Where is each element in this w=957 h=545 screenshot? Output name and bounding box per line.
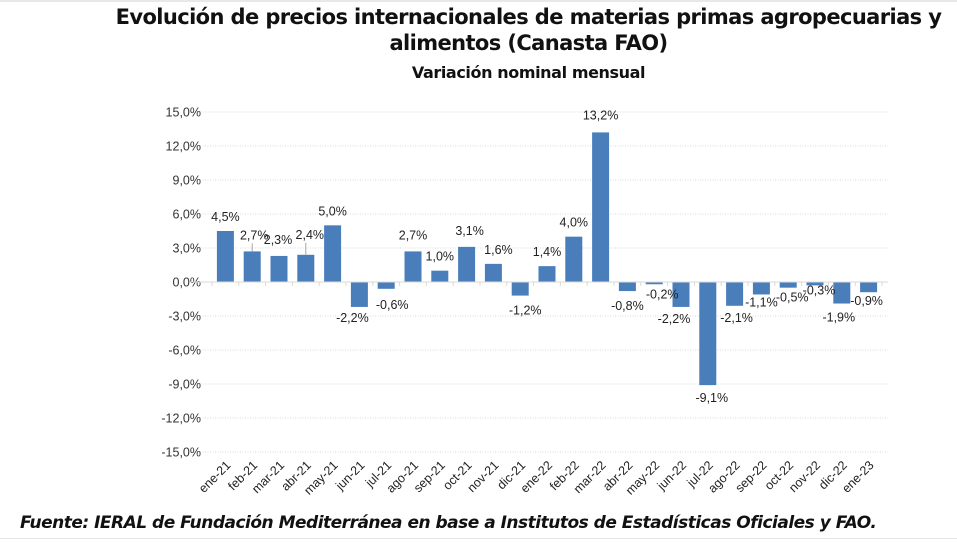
data-label: -2,2% bbox=[658, 312, 691, 326]
bar bbox=[860, 282, 878, 293]
data-label: -0,9% bbox=[850, 294, 883, 308]
data-label: -1,1% bbox=[745, 295, 778, 309]
data-label: -0,3% bbox=[803, 283, 836, 297]
data-labels: 4,5%2,7%2,3% 2,4%5,0%-2,2%-0,6%2,7%1,0%3,… bbox=[211, 108, 883, 405]
data-label: -2,1% bbox=[720, 311, 753, 325]
bar bbox=[645, 282, 663, 285]
bar bbox=[618, 282, 636, 292]
data-label: 1,0% bbox=[426, 250, 455, 264]
bar bbox=[431, 270, 449, 282]
bar bbox=[565, 236, 583, 282]
y-axis-ticks: 15,0% 12,0% 9,0% 6,0% 3,0% 0,0% -3,0% -6,0% -9,0… bbox=[161, 106, 201, 460]
bar bbox=[458, 246, 476, 282]
data-label: 2,3% bbox=[264, 233, 293, 247]
top-border bbox=[0, 0, 957, 2]
bar bbox=[511, 282, 529, 296]
bar bbox=[833, 282, 851, 304]
bar bbox=[699, 282, 717, 386]
bar bbox=[752, 282, 770, 295]
bar bbox=[216, 231, 234, 282]
bar bbox=[243, 251, 261, 282]
y-tick-label: 6,0% bbox=[173, 208, 202, 222]
y-tick-label: -3,0% bbox=[168, 310, 201, 324]
y-tick-label: 12,0% bbox=[166, 140, 201, 154]
data-label: -0,2% bbox=[646, 287, 679, 301]
data-label: -1,9% bbox=[822, 311, 855, 325]
x-tick-label: ene-21 bbox=[196, 458, 233, 495]
chart-title-line-1: Evolución de precios internacionales de … bbox=[115, 5, 942, 29]
data-label: 5,0% bbox=[318, 204, 347, 218]
data-label: 1,6% bbox=[484, 243, 513, 257]
bar bbox=[672, 282, 690, 307]
y-tick-label: -6,0% bbox=[168, 344, 201, 358]
bar bbox=[350, 282, 368, 307]
data-label: 3,1% bbox=[455, 224, 484, 238]
y-tick-label: -9,0% bbox=[168, 378, 201, 392]
bar bbox=[297, 254, 315, 282]
y-tick-label: 0,0% bbox=[173, 276, 202, 290]
x-axis bbox=[190, 281, 888, 286]
bar bbox=[484, 263, 502, 282]
bottom-border bbox=[0, 538, 957, 539]
leader-lines bbox=[251, 242, 307, 255]
x-axis-ticks: ene-21feb-21mar-21abr-21may-21jun-21jul-… bbox=[196, 458, 877, 497]
data-label: 4,5% bbox=[211, 210, 240, 224]
y-tick-label: 15,0% bbox=[166, 106, 201, 120]
chart-subtitle: Variación nominal mensual bbox=[411, 63, 646, 82]
data-label: -1,2% bbox=[509, 304, 542, 318]
x-tick-label: jun-21 bbox=[332, 458, 367, 493]
bar bbox=[377, 282, 395, 289]
bar-chart: 15,0% 12,0% 9,0% 6,0% 3,0% 0,0% -3,0% -6,0% -9,0… bbox=[161, 106, 888, 498]
bar bbox=[538, 266, 556, 282]
data-label: -2,2% bbox=[336, 311, 369, 325]
bar bbox=[806, 282, 824, 286]
bar bbox=[779, 282, 797, 288]
data-label: -0,8% bbox=[611, 299, 644, 313]
x-tick-label: jun-22 bbox=[654, 458, 689, 493]
bar bbox=[270, 255, 288, 282]
data-label: 2,4% bbox=[296, 228, 325, 242]
data-label: 2,7% bbox=[240, 228, 269, 242]
data-label: 2,7% bbox=[399, 228, 428, 242]
data-label: -0,6% bbox=[376, 298, 409, 312]
data-label: 13,2% bbox=[583, 108, 618, 122]
bar bbox=[404, 251, 422, 282]
bar bbox=[324, 225, 342, 282]
data-label: 4,0% bbox=[560, 216, 589, 230]
data-label: -0,5% bbox=[776, 291, 809, 305]
y-tick-label: 3,0% bbox=[173, 242, 202, 256]
data-label: 1,4% bbox=[533, 245, 562, 259]
y-tick-label: -15,0% bbox=[161, 446, 201, 460]
y-tick-label: -12,0% bbox=[161, 412, 201, 426]
data-label: -9,1% bbox=[695, 391, 728, 405]
bar bbox=[592, 132, 610, 282]
source-note: Fuente: IERAL de Fundación Mediterránea … bbox=[20, 513, 877, 533]
chart-title-line-2: alimentos (Canasta FAO) bbox=[389, 31, 668, 55]
bars bbox=[216, 132, 878, 386]
y-tick-label: 9,0% bbox=[173, 174, 202, 188]
bar bbox=[726, 282, 744, 306]
